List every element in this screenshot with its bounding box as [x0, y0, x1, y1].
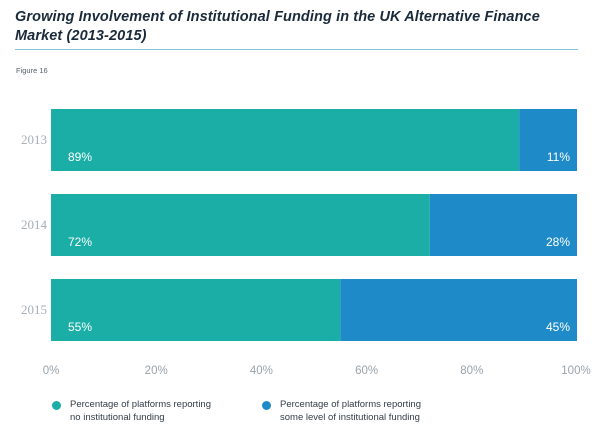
bar-no-institutional-2013	[51, 109, 520, 171]
bar-value-label: 28%	[546, 235, 570, 249]
legend-item-no-institutional: Percentage of platforms reporting no ins…	[70, 398, 240, 424]
bar-value-label: 72%	[68, 235, 92, 249]
year-labels: 2013 2014 2015	[21, 132, 48, 317]
bar-value-label: 89%	[68, 150, 92, 164]
x-tick-label: 60%	[355, 365, 378, 377]
bar-institutional-2014	[429, 194, 577, 256]
year-label: 2015	[21, 302, 47, 317]
legend-line-2: some level of institutional funding	[280, 412, 420, 423]
legend-dot-no-institutional	[52, 401, 61, 410]
legend-item-institutional: Percentage of platforms reporting some l…	[280, 398, 450, 424]
x-axis-ticks: 0% 20% 40% 60% 80% 100%	[43, 365, 591, 377]
bar-value-label: 55%	[68, 320, 92, 334]
x-tick-label: 80%	[460, 365, 483, 377]
x-tick-label: 0%	[43, 365, 60, 377]
figure-label: Figure 16	[16, 66, 48, 75]
legend-line-1: Percentage of platforms reporting	[70, 399, 211, 410]
legend-line-2: no institutional funding	[70, 412, 165, 423]
x-tick-label: 40%	[250, 365, 273, 377]
chart-title: Growing Involvement of Institutional Fun…	[15, 9, 540, 44]
year-label: 2014	[21, 217, 48, 232]
year-label: 2013	[21, 132, 47, 147]
bar-institutional-2015	[340, 279, 577, 341]
bar-value-label: 11%	[547, 150, 570, 164]
bar-institutional-2013	[519, 109, 577, 171]
legend-line-1: Percentage of platforms reporting	[280, 399, 421, 410]
bar-group: 89% 11% 72% 28% 55% 45%	[51, 109, 577, 341]
bar-no-institutional-2014	[51, 194, 430, 256]
x-tick-label: 20%	[145, 365, 168, 377]
bar-no-institutional-2015	[51, 279, 341, 341]
legend-dot-institutional	[262, 401, 271, 410]
x-tick-label: 100%	[561, 365, 590, 377]
title-divider	[15, 49, 578, 50]
bar-value-label: 45%	[546, 320, 570, 334]
